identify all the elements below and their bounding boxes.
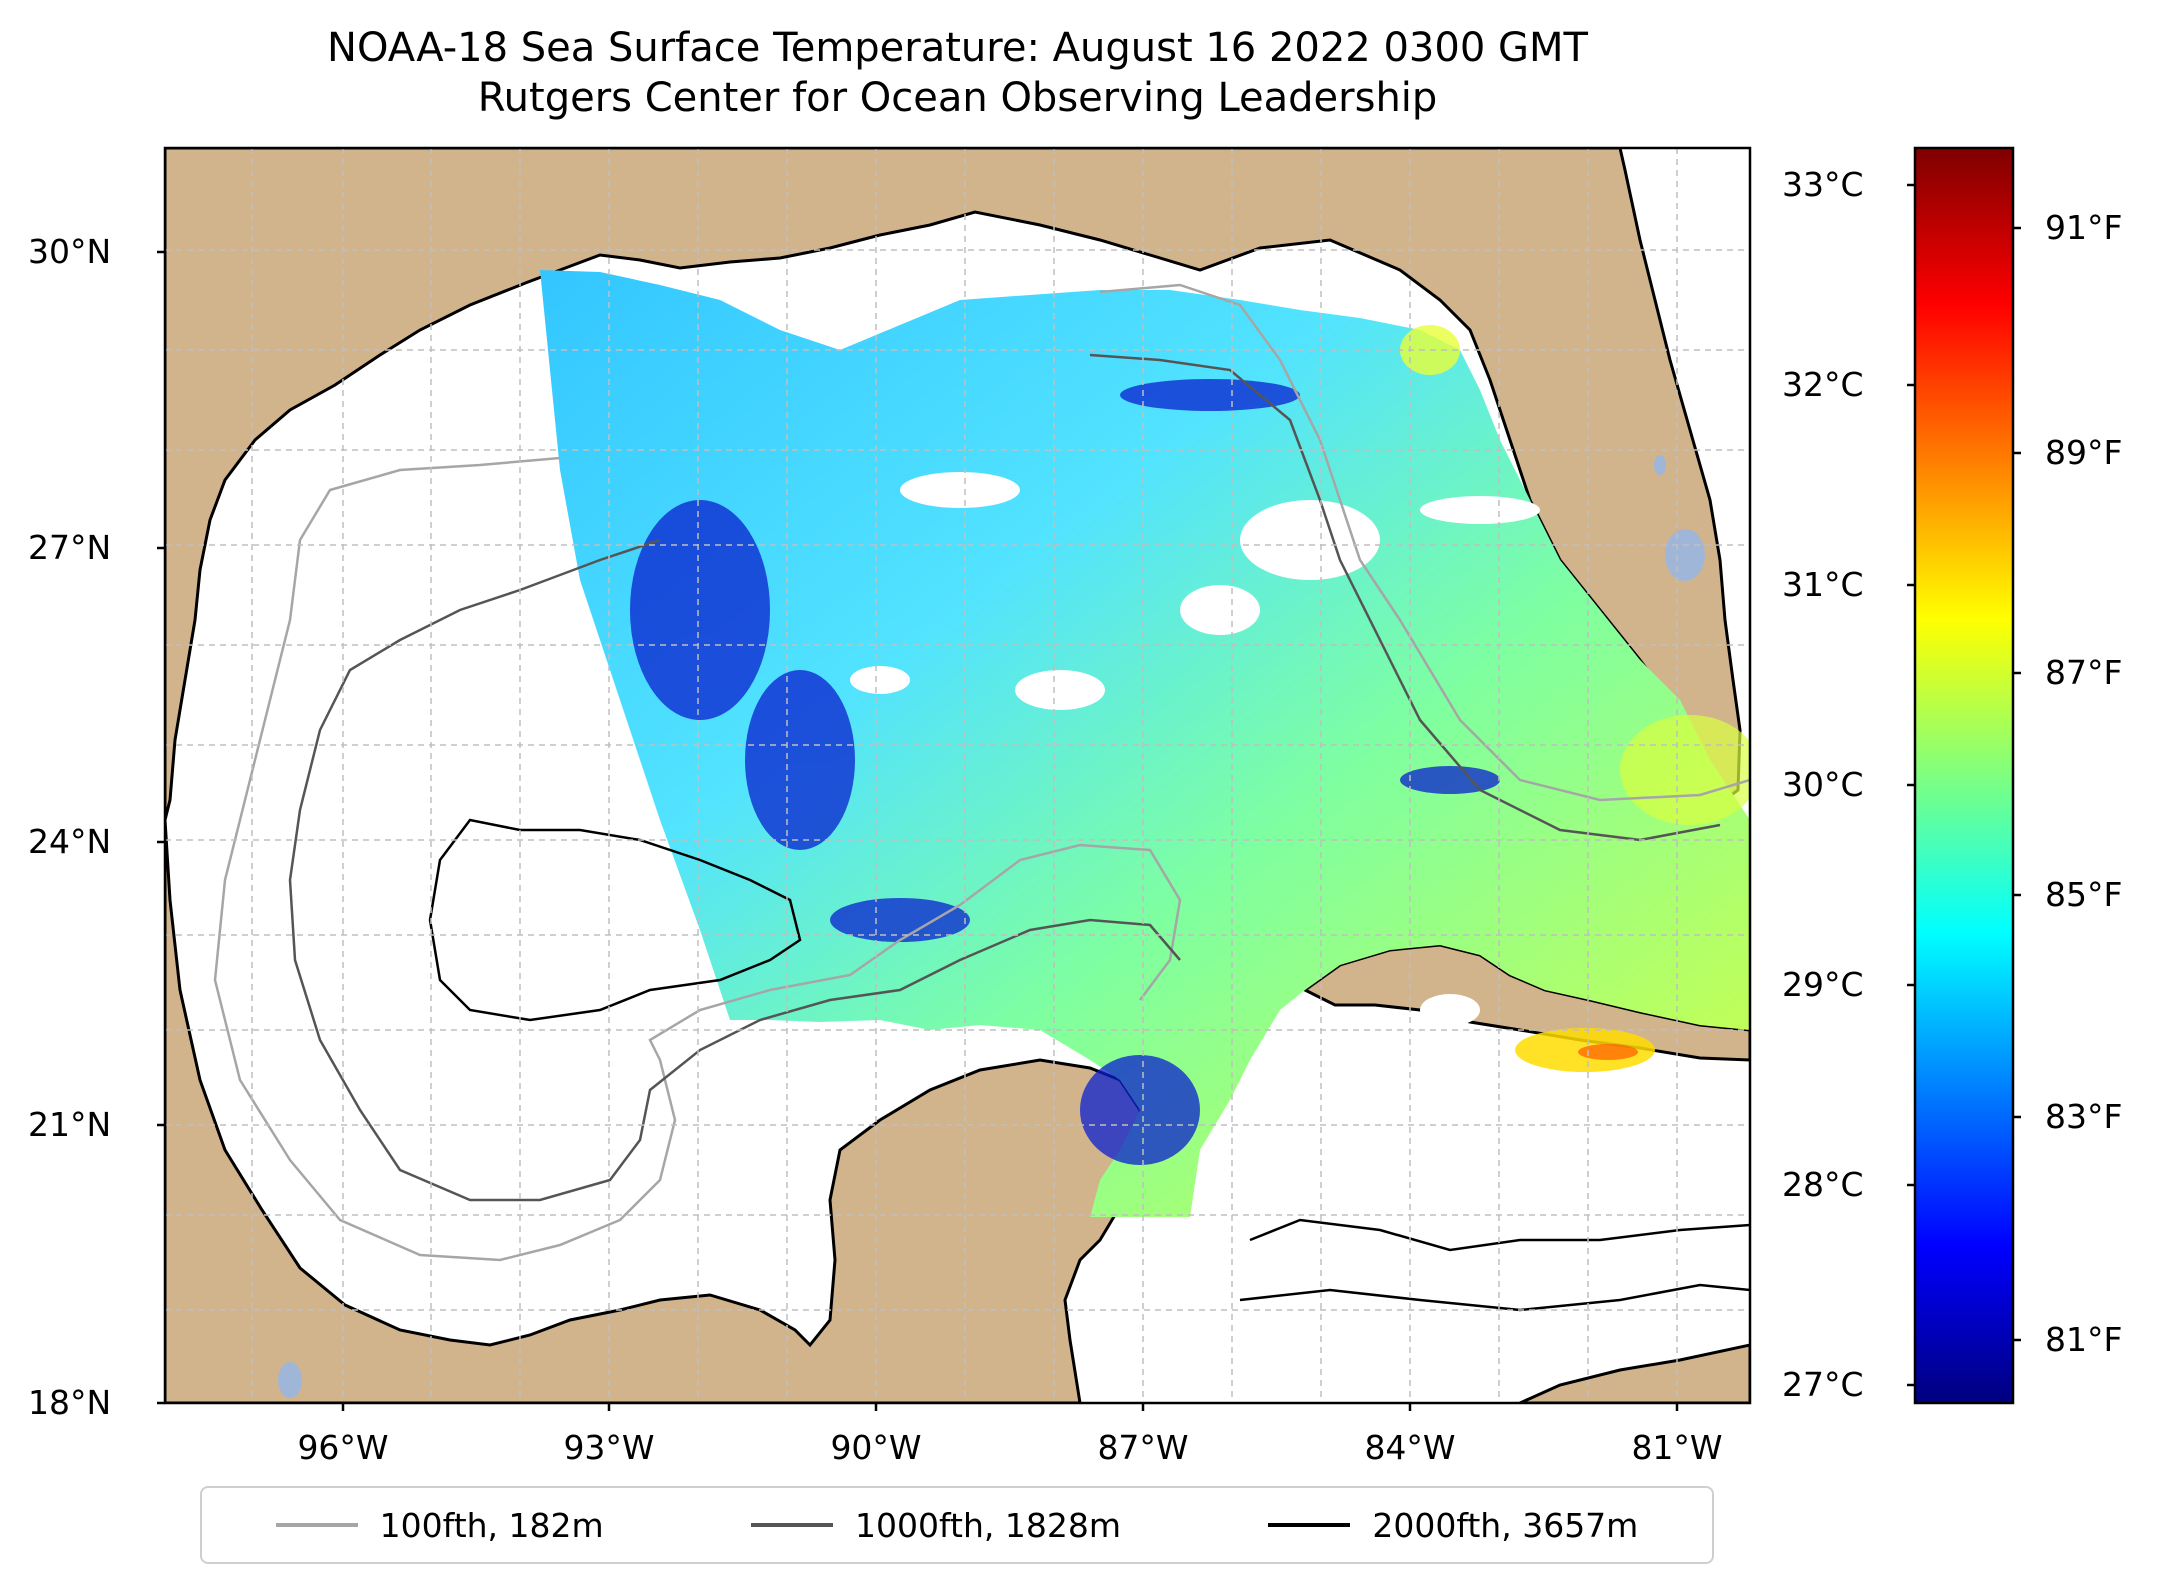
lon-label-90w: 90°W — [830, 1428, 922, 1467]
map-title: NOAA-18 Sea Surface Temperature: August … — [327, 25, 1588, 71]
colorbar-label-83f: 83°F — [2045, 1097, 2123, 1136]
lon-ticks — [341, 1403, 1679, 1411]
gridlines — [165, 148, 1750, 1403]
map-subtitle: Rutgers Center for Ocean Observing Leade… — [477, 75, 1438, 121]
contour-100fth — [213, 283, 1750, 1262]
lakes — [278, 455, 1705, 1398]
land-usa — [165, 148, 1742, 821]
cloud-mask — [850, 472, 1545, 1080]
cool-patch — [830, 898, 970, 942]
cloud-patch — [1240, 500, 1380, 580]
sst-swath — [540, 270, 1750, 1217]
land-mexico — [165, 819, 1147, 1403]
cloud-patch — [1420, 994, 1480, 1026]
lon-label-84w: 84°W — [1364, 1428, 1456, 1467]
contour-1000fth — [288, 353, 1721, 1202]
contour-legend: 100fth, 182m 1000fth, 1828m 2000fth, 365… — [200, 1486, 1714, 1564]
lon-label-81w: 81°W — [1631, 1428, 1723, 1467]
cool-patch — [1080, 1055, 1200, 1165]
colorbar-label-30c: 30°C — [1782, 765, 1864, 804]
legend-line-2000fth — [1268, 1523, 1351, 1527]
warm-patch — [1620, 715, 1750, 825]
colorbar-ticks-celsius — [1907, 183, 1915, 1387]
lake — [278, 1362, 302, 1398]
colorbar-ticks-fahrenheit — [2013, 226, 2021, 1342]
colorbar-label-33c: 33°C — [1782, 165, 1864, 204]
cloud-patch — [1015, 670, 1105, 710]
lon-label-93w: 93°W — [563, 1428, 655, 1467]
legend-line-100fth — [275, 1523, 358, 1527]
legend-item-2000fth: 2000fth, 3657m — [1268, 1506, 1638, 1545]
map-frame — [163, 146, 1752, 1405]
colorbar-label-91f: 91°F — [2045, 208, 2123, 247]
warm-patch — [1578, 1044, 1638, 1060]
lat-label-27n: 27°N — [28, 528, 112, 567]
lat-label-21n: 21°N — [28, 1105, 112, 1144]
cool-patch — [630, 500, 770, 720]
lon-label-87w: 87°W — [1097, 1428, 1189, 1467]
colorbar-label-29c: 29°C — [1782, 965, 1864, 1004]
legend-item-100fth: 100fth, 182m — [275, 1505, 604, 1545]
colorbar-label-31c: 31°C — [1782, 565, 1864, 604]
colorbar-label-85f: 85°F — [2045, 875, 2123, 914]
cool-patch — [1400, 766, 1500, 794]
lat-label-24n: 24°N — [28, 822, 112, 861]
legend-label-100fth: 100fth, 182m — [379, 1505, 604, 1545]
lake-okeechobee — [1665, 529, 1705, 581]
legend-line-1000fth — [751, 1523, 834, 1527]
cool-patch — [1120, 379, 1300, 411]
legend-item-1000fth: 1000fth, 1828m — [751, 1506, 1121, 1545]
sst-cool-patches — [630, 379, 1500, 1165]
land-caribbean — [1519, 1343, 1750, 1403]
cool-patch — [745, 670, 855, 850]
cloud-patch — [900, 472, 1020, 508]
legend-label-2000fth: 2000fth, 3657m — [1372, 1505, 1639, 1545]
lake — [1654, 455, 1666, 475]
lat-label-18n: 18°N — [28, 1383, 112, 1422]
colorbar-label-27c: 27°C — [1782, 1365, 1864, 1404]
colorbar-label-32c: 32°C — [1782, 365, 1864, 404]
cloud-patch — [850, 666, 910, 694]
lat-ticks — [157, 250, 165, 1405]
cloud-patch — [1420, 496, 1540, 524]
bathymetry-contours — [213, 283, 1750, 1312]
colorbar-label-89f: 89°F — [2045, 433, 2123, 472]
colorbar-label-28c: 28°C — [1782, 1165, 1864, 1204]
colorbar-label-87f: 87°F — [2045, 653, 2123, 692]
colorbar-label-81f: 81°F — [2045, 1320, 2123, 1359]
lat-label-30n: 30°N — [28, 232, 112, 271]
legend-label-1000fth: 1000fth, 1828m — [855, 1505, 1121, 1545]
cloud-patch — [1180, 585, 1260, 635]
colorbar — [1913, 146, 2015, 1405]
lon-label-96w: 96°W — [297, 1428, 389, 1467]
